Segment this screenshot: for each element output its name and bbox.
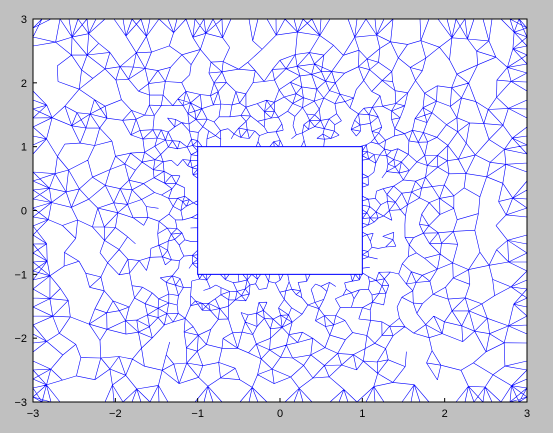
- x-tick-label: −2: [109, 408, 122, 420]
- y-tick-3: 3: [21, 14, 37, 26]
- x-tick-label: −1: [191, 408, 204, 420]
- x-tick-label: 1: [359, 408, 365, 420]
- y-tick-label: 3: [21, 14, 27, 26]
- x-tick-1: 1: [359, 398, 365, 420]
- x-tick-2: 2: [442, 398, 448, 420]
- y-tick-2: 2: [21, 78, 37, 90]
- x-tick-label: 0: [277, 408, 283, 420]
- x-tick-neg2: −2: [109, 398, 122, 420]
- x-tick-label: −3: [27, 408, 40, 420]
- y-axis: 3 2 1 0 −1 −2 −3: [14, 14, 37, 409]
- plot-area: [32, 18, 528, 403]
- y-tick-1: 1: [21, 142, 37, 154]
- x-tick-label: 2: [442, 408, 448, 420]
- y-tick-neg2: −2: [14, 333, 37, 345]
- y-tick-label: −3: [14, 397, 27, 409]
- x-axis: −3 −2 −1 0 1 2 3: [27, 398, 530, 420]
- y-tick-neg3: −3: [14, 397, 37, 409]
- x-tick-neg1: −1: [191, 398, 204, 420]
- y-tick-label: −1: [14, 269, 27, 281]
- y-tick-label: −2: [14, 333, 27, 345]
- rectangular-hole: [197, 146, 363, 275]
- x-tick-label: 3: [524, 408, 530, 420]
- x-tick-0: 0: [277, 398, 283, 420]
- y-tick-neg1: −1: [14, 269, 37, 281]
- x-tick-3: 3: [524, 398, 530, 420]
- y-tick-0: 0: [21, 206, 37, 218]
- y-tick-label: 0: [21, 206, 27, 218]
- x-tick-neg3: −3: [27, 398, 40, 420]
- y-tick-label: 1: [21, 142, 27, 154]
- y-tick-label: 2: [21, 78, 27, 90]
